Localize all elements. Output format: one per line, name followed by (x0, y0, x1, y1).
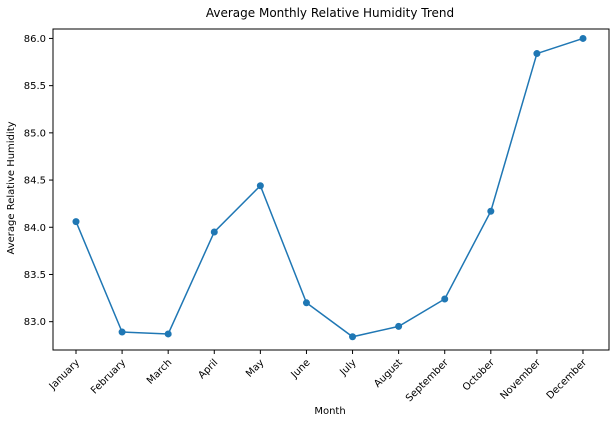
y-tick-label: 85.0 (24, 128, 46, 139)
y-tick-label: 86.0 (24, 34, 46, 45)
data-point (118, 328, 126, 336)
y-tick-label: 84.5 (24, 176, 46, 187)
data-point (533, 50, 541, 58)
y-tick-label: 85.5 (24, 81, 46, 92)
data-point (395, 322, 403, 330)
x-tick-label: February (89, 357, 128, 396)
series-markers (72, 34, 587, 341)
x-axis: January February March April May June July Augu… (47, 350, 590, 404)
x-tick-label: January (47, 357, 82, 392)
x-tick-label: April (196, 357, 220, 381)
chart-title: Average Monthly Relative Humidity Trend (206, 6, 454, 20)
x-tick-label: September (404, 357, 451, 404)
data-point (349, 333, 357, 341)
x-axis-title: Month (314, 406, 345, 417)
x-tick-label: March (145, 357, 174, 386)
y-axis: 83.0 83.5 84.0 84.5 85.0 85.5 86.0 (24, 34, 53, 328)
y-tick-label: 83.5 (24, 270, 46, 281)
x-tick-label: July (337, 357, 358, 378)
x-tick-label: August (372, 357, 405, 390)
x-tick-label: October (461, 357, 498, 394)
data-point (256, 182, 264, 190)
x-tick-label: June (289, 357, 313, 381)
plot-area (52, 28, 610, 351)
data-point (487, 207, 495, 215)
data-point (579, 34, 587, 42)
data-point (164, 330, 172, 338)
data-point (441, 295, 449, 303)
y-axis-title: Average Relative Humidity (6, 121, 17, 254)
x-tick-label: December (545, 357, 590, 402)
series-line (75, 37, 584, 338)
data-point (210, 228, 218, 236)
y-tick-label: 83.0 (24, 317, 46, 328)
x-tick-label: May (244, 357, 266, 379)
data-point (72, 218, 80, 226)
data-point (302, 299, 310, 307)
y-tick-label: 84.0 (24, 223, 46, 234)
x-tick-label: November (498, 357, 543, 402)
